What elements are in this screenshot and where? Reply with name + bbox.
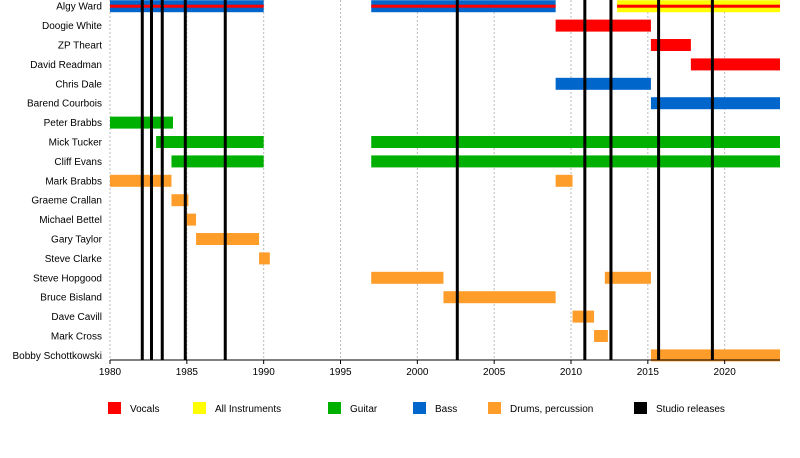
- member-name-bruce-bisland: Bruce Bisland: [40, 293, 102, 304]
- legend-swatch-drums: [488, 402, 501, 414]
- legend-label-drums: Drums, percussion: [510, 404, 593, 415]
- x-tick-label-1980: 1980: [99, 367, 122, 378]
- member-name-mark-cross: Mark Cross: [51, 332, 102, 343]
- member-name-algy-ward: Algy Ward: [56, 2, 102, 13]
- x-tick-label-2010: 2010: [560, 367, 583, 378]
- member-name-gary-taylor: Gary Taylor: [51, 235, 103, 246]
- bar-steve-hopgood-drums-1: [604, 271, 651, 284]
- bar-mark-brabbs-drums-0: [110, 174, 172, 187]
- bar-david-readman-vocals-0: [690, 58, 780, 71]
- legend-label-vocals: Vocals: [130, 404, 159, 415]
- member-names: Algy Ward Doogie White ZP Theart David Read…: [13, 2, 103, 362]
- member-bars: [110, 0, 780, 362]
- legend: Vocals All Instruments Guitar Bass Drums, pe…: [108, 402, 725, 415]
- bar-barend-courbois-bass-0: [650, 97, 780, 110]
- legend-swatch-vocals: [108, 402, 121, 414]
- legend-swatch-all-instruments: [193, 402, 206, 414]
- legend-label-all-instruments: All Instruments: [215, 404, 281, 415]
- x-tick-label-1985: 1985: [176, 367, 199, 378]
- member-name-barend-courbois: Barend Courbois: [27, 99, 102, 110]
- member-name-steve-clarke: Steve Clarke: [45, 254, 103, 265]
- bar-mick-tucker-guitar-1: [371, 136, 780, 149]
- bar-gary-taylor-drums-0: [196, 233, 260, 246]
- bar-steve-clarke-drums-0: [259, 252, 270, 265]
- member-name-peter-brabbs: Peter Brabbs: [44, 118, 102, 129]
- member-name-chris-dale: Chris Dale: [55, 79, 102, 90]
- bar-steve-hopgood-drums-0: [371, 271, 444, 284]
- gridlines: [109, 0, 726, 360]
- member-name-cliff-evans: Cliff Evans: [54, 157, 102, 168]
- bar-doogie-white-vocals-0: [555, 19, 651, 32]
- stripe-algy-ward-vocals-0: [110, 4, 264, 8]
- member-name-graeme-crallan: Graeme Crallan: [31, 196, 102, 207]
- bar-chris-dale-bass-0: [555, 77, 651, 90]
- bar-zp-theart-vocals-0: [650, 39, 691, 52]
- bar-mark-cross-drums-0: [594, 330, 608, 343]
- member-name-michael-bettel: Michael Bettel: [39, 215, 102, 226]
- legend-swatch-studio: [634, 402, 647, 414]
- x-tick-label-2015: 2015: [637, 367, 660, 378]
- x-tick-label-2020: 2020: [714, 367, 737, 378]
- member-name-david-readman: David Readman: [30, 60, 102, 71]
- bar-cliff-evans-guitar-0: [171, 155, 264, 168]
- bar-michael-bettel-drums-0: [186, 213, 197, 226]
- bar-cliff-evans-guitar-1: [371, 155, 780, 168]
- legend-label-bass: Bass: [435, 404, 457, 415]
- bar-mick-tucker-guitar-0: [156, 136, 264, 149]
- bar-mark-brabbs-drums-1: [555, 174, 573, 187]
- stripe-algy-ward-vocals-1: [371, 4, 556, 8]
- x-tick-label-2005: 2005: [483, 367, 506, 378]
- member-name-dave-cavill: Dave Cavill: [51, 312, 102, 323]
- member-name-mark-brabbs: Mark Brabbs: [45, 176, 102, 187]
- x-tick-label-2000: 2000: [406, 367, 429, 378]
- member-name-doogie-white: Doogie White: [42, 21, 102, 32]
- member-name-bobby-schottkowski: Bobby Schottkowski: [13, 351, 103, 362]
- legend-label-studio: Studio releases: [656, 404, 725, 415]
- member-name-zp-theart: ZP Theart: [58, 41, 102, 52]
- bar-dave-cavill-drums-0: [572, 310, 595, 323]
- legend-swatch-bass: [413, 402, 426, 414]
- bar-bruce-bisland-drums-0: [443, 291, 556, 304]
- x-tick-label-1995: 1995: [329, 367, 352, 378]
- bar-bobby-schottkowski-drums-0: [650, 349, 780, 362]
- member-name-steve-hopgood: Steve Hopgood: [33, 273, 102, 284]
- legend-swatch-guitar: [328, 402, 341, 414]
- studio-release-lines: [140, 0, 714, 360]
- stripe-algy-ward-vocals-2: [617, 4, 780, 8]
- legend-label-guitar: Guitar: [350, 404, 378, 415]
- member-name-mick-tucker: Mick Tucker: [49, 138, 103, 149]
- x-tick-label-1990: 1990: [253, 367, 276, 378]
- x-axis: 1980 1985 1990 1995 2000 2005 2010 2015 2020: [99, 359, 780, 378]
